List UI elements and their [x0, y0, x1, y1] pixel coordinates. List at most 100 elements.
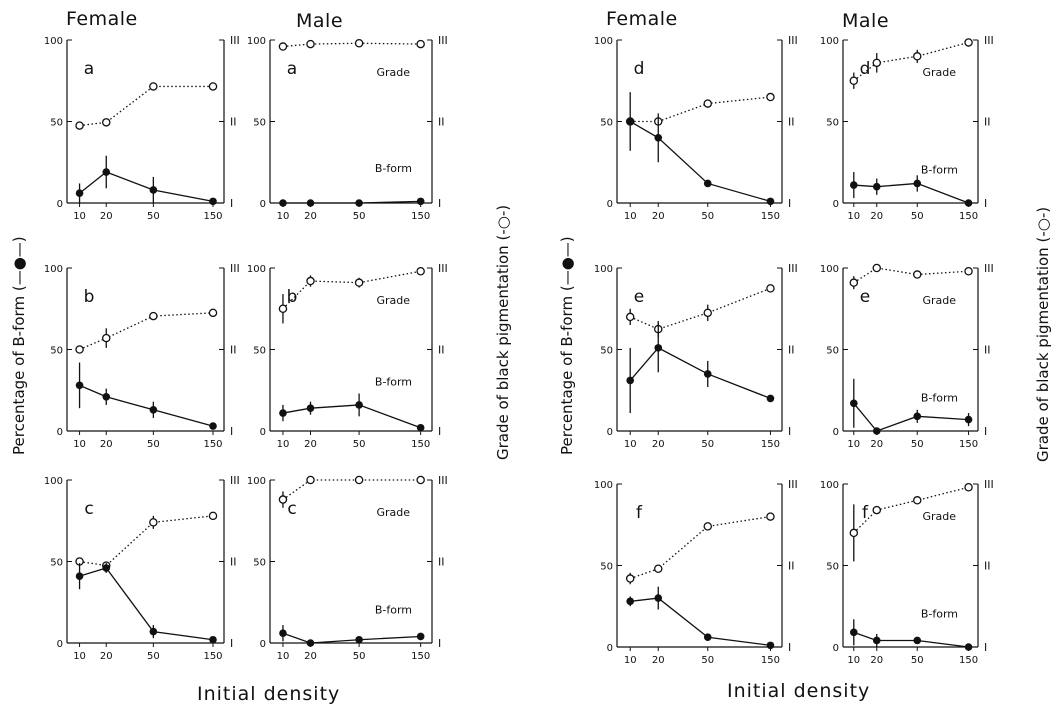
x-tick-label: 50 — [701, 211, 714, 222]
x-axis-label-right: Initial density — [727, 680, 871, 702]
right-tick-label: I — [984, 425, 987, 438]
grade-point — [913, 270, 922, 279]
grade-point — [416, 267, 425, 276]
bform-line — [853, 182, 969, 204]
left-tick-label: 50 — [600, 118, 613, 129]
right-tick-label: II — [230, 116, 237, 129]
bform-point — [964, 199, 973, 207]
bform-point — [913, 412, 922, 421]
bform-point — [913, 179, 922, 188]
grade-point — [625, 574, 635, 583]
header-left-male: Male — [296, 10, 344, 32]
grade-point — [849, 528, 859, 538]
bform-point — [355, 401, 363, 409]
panel-f-female — [616, 483, 783, 651]
x-tick-label: 10 — [847, 655, 860, 666]
panel-letter: d — [860, 59, 871, 79]
bform-series-label: B-form — [375, 604, 412, 617]
x-tick-label: 150 — [959, 211, 978, 222]
right-tick-label: II — [984, 560, 991, 573]
grade-line — [79, 85, 214, 127]
x-tick-label: 150 — [411, 651, 430, 662]
left-tick-label: 100 — [594, 36, 613, 47]
panel-letter: a — [287, 59, 297, 79]
right-tick-label: II — [230, 556, 237, 569]
bform-point — [279, 199, 287, 207]
right-tick-label: II — [788, 116, 795, 129]
x-tick-label: 20 — [870, 655, 883, 666]
right-tick-label: III — [438, 34, 448, 47]
x-tick-label: 150 — [761, 439, 780, 450]
panel-letter: b — [287, 287, 298, 307]
left-tick-label: 100 — [247, 476, 266, 487]
grade-point — [354, 278, 364, 287]
x-tick-label: 20 — [100, 211, 113, 222]
right-tick-label: I — [230, 637, 233, 650]
right-tick-label: III — [984, 262, 994, 275]
grade-point — [278, 42, 288, 51]
x-tick-label: 20 — [100, 651, 113, 662]
right-tick-label: III — [230, 474, 240, 487]
right-tick-label: III — [230, 34, 240, 47]
right-tick-label: I — [788, 425, 791, 438]
x-tick-label: 10 — [277, 651, 290, 662]
x-tick-label: 10 — [624, 439, 637, 450]
bform-point — [766, 641, 775, 650]
bform-point — [102, 168, 111, 176]
grade-line — [282, 42, 421, 48]
right-tick-label: III — [788, 478, 798, 491]
panel-letter: d — [634, 59, 645, 79]
grade-point — [208, 82, 218, 91]
right-tick-label: I — [788, 641, 791, 654]
panel-a-male — [269, 39, 433, 207]
x-tick-label: 20 — [870, 211, 883, 222]
panel-c-female — [66, 479, 225, 647]
right-tick-label: II — [788, 344, 795, 357]
grade-point — [208, 308, 218, 318]
right-tick-label: III — [788, 34, 798, 47]
grade-line — [853, 267, 969, 284]
grade-series-label: Grade — [922, 510, 956, 523]
bform-line — [630, 597, 771, 647]
panel-letter: a — [84, 59, 94, 79]
grade-point — [416, 39, 425, 49]
grade-point — [102, 118, 111, 127]
bform-point — [626, 376, 634, 385]
grade-series-label: Grade — [376, 66, 410, 79]
bform-series-label: B-form — [375, 375, 412, 388]
grade-point — [306, 39, 315, 49]
x-tick-label: 10 — [624, 655, 637, 666]
bform-point — [306, 199, 315, 207]
grade-point — [306, 475, 315, 485]
bform-line — [853, 631, 969, 648]
left-tick-label: 100 — [44, 264, 63, 275]
bform-point — [209, 422, 217, 430]
grade-line — [853, 41, 969, 82]
right-tick-label: I — [984, 197, 987, 210]
x-tick-label: 50 — [701, 655, 714, 666]
panel-b-female — [66, 267, 225, 435]
grade-point — [654, 564, 663, 574]
left-tick-label: 0 — [260, 199, 266, 210]
grade-point — [149, 311, 158, 321]
panel-e-female — [616, 267, 783, 435]
right-tick-label: III — [984, 34, 994, 47]
x-tick-label: 150 — [959, 655, 978, 666]
x-axis-label-left: Initial density — [197, 683, 341, 705]
grade-point — [872, 58, 882, 68]
bform-point — [75, 381, 84, 390]
left-tick-label: 0 — [260, 427, 266, 438]
header-right-male: Male — [842, 10, 890, 32]
panel-b-male — [269, 267, 433, 435]
x-tick-label: 150 — [959, 439, 978, 450]
right-tick-label: I — [438, 637, 441, 650]
left-tick-label: 50 — [253, 346, 266, 357]
right-tick-label: I — [230, 425, 233, 438]
grade-point — [964, 483, 973, 492]
left-tick-label: 100 — [820, 264, 839, 275]
bform-point — [102, 392, 111, 401]
right-tick-label: III — [984, 478, 994, 491]
left-tick-label: 0 — [607, 427, 613, 438]
bform-point — [355, 199, 363, 207]
grade-point — [964, 267, 973, 276]
